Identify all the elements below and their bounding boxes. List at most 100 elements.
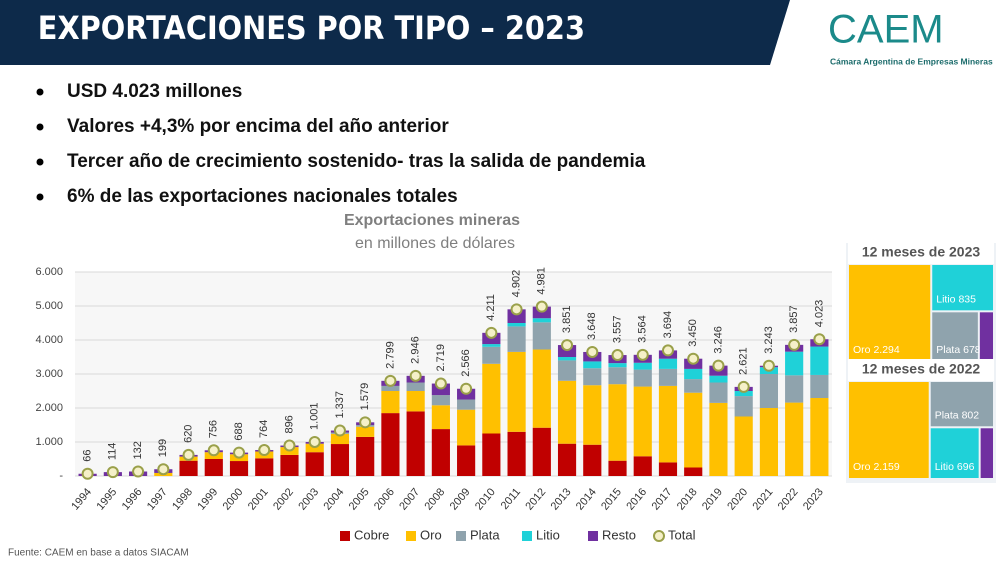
bar-segment <box>482 344 501 347</box>
bar-segment <box>381 413 400 476</box>
bar-segment <box>431 429 450 476</box>
bullet-text: USD 4.023 millones <box>67 81 242 102</box>
total-marker <box>258 444 271 457</box>
total-label: 3.564 <box>637 315 649 343</box>
total-marker <box>712 359 725 372</box>
bar-segment <box>759 408 779 476</box>
bullet-text: Tercer año de crecimiento sostenido- tra… <box>67 151 646 172</box>
total-marker <box>409 369 422 382</box>
x-tick-label: 2007 <box>397 486 422 512</box>
treemap-label: Plata 802 <box>935 409 980 421</box>
bar-segment <box>785 375 804 403</box>
treemap-header <box>848 359 994 381</box>
bar-segment <box>330 433 350 445</box>
x-tick-label: 1995 <box>94 486 119 512</box>
x-tick-label: 2015 <box>599 486 624 512</box>
bar-segment <box>557 443 577 476</box>
bar-segment <box>507 351 526 432</box>
total-marker <box>207 444 220 457</box>
x-tick-label: 2021 <box>751 486 776 512</box>
logo-subtitle: Cámara Argentina de Empresas Mineras <box>830 56 993 66</box>
bar-segment <box>431 395 450 406</box>
total-marker <box>561 339 574 352</box>
total-label: 3.694 <box>662 311 674 339</box>
bar-segment <box>709 375 728 383</box>
y-tick-label: 3.000 <box>35 368 63 380</box>
total-label: 3.557 <box>611 316 623 344</box>
total-label: 3.246 <box>712 326 724 354</box>
bar-segment <box>810 398 829 476</box>
total-marker <box>813 333 826 346</box>
bar-segment <box>482 433 501 476</box>
x-tick-label: 2004 <box>322 486 347 512</box>
x-tick-label: 2013 <box>549 486 574 512</box>
y-tick-label: - <box>59 470 63 482</box>
bar-segment <box>583 444 602 476</box>
legend-label: Cobre <box>354 527 389 542</box>
treemap-value: 678 <box>963 344 981 356</box>
total-label: 756 <box>208 420 220 438</box>
bar-segment <box>381 391 400 414</box>
bar-segment <box>709 382 728 403</box>
bar-segment <box>810 374 829 399</box>
x-tick-label: 1997 <box>145 486 170 512</box>
bar-segment <box>406 411 425 476</box>
x-tick-label: 2009 <box>448 486 473 512</box>
bullet-dot <box>36 123 44 131</box>
bar-segment <box>457 399 476 410</box>
treemap-value: 835 <box>958 293 976 305</box>
total-label: 199 <box>157 439 169 457</box>
bar-segment <box>482 346 501 364</box>
y-tick-label: 4.000 <box>35 334 63 346</box>
legend-label: Litio <box>536 527 560 542</box>
treemap-value: 802 <box>962 409 980 421</box>
bar-segment <box>608 384 627 461</box>
y-tick-label: 1.000 <box>35 436 63 448</box>
header-title: EXPORTACIONES POR TIPO – 2023 <box>38 11 585 48</box>
legend-swatch <box>588 531 598 541</box>
treemap-title: 12 meses de 2023 <box>862 244 981 260</box>
total-label: 4.211 <box>485 294 497 321</box>
total-marker <box>788 338 801 351</box>
bullet-dot <box>36 88 44 96</box>
total-marker <box>586 345 599 358</box>
bar-segment <box>381 385 400 391</box>
x-tick-label: 2002 <box>271 486 296 512</box>
total-marker <box>535 300 548 313</box>
total-marker <box>308 435 321 448</box>
total-label: 132 <box>132 441 144 459</box>
x-tick-label: 2018 <box>675 486 700 512</box>
treemap-header <box>848 242 994 264</box>
total-label: 2.566 <box>460 349 472 377</box>
bar-segment <box>684 392 703 468</box>
bar-segment <box>507 326 526 352</box>
treemap-tile <box>980 428 993 478</box>
total-marker <box>636 348 649 361</box>
total-label: 66 <box>82 450 94 462</box>
total-marker <box>737 380 750 393</box>
y-tick-label: 2.000 <box>35 402 63 414</box>
total-marker <box>687 352 700 365</box>
treemap-category: Litio <box>936 293 955 305</box>
total-marker <box>106 466 119 479</box>
treemap-category: Litio <box>935 461 954 473</box>
total-label: 1.337 <box>334 391 346 419</box>
treemap-label: Oro 2.294 <box>853 344 900 356</box>
legend-swatch <box>340 531 350 541</box>
bar-segment <box>406 382 425 391</box>
chart-subtitle: en millones de dólares <box>355 235 515 252</box>
bar-segment <box>633 386 652 457</box>
bar-segment <box>734 391 753 397</box>
bar-segment <box>532 318 551 323</box>
x-tick-label: 2019 <box>700 486 725 512</box>
treemap-title: 12 meses de 2022 <box>862 361 981 377</box>
bullet-text: 6% de las exportaciones nacionales total… <box>67 186 458 207</box>
bar-segment <box>785 402 804 476</box>
legend-marker <box>653 530 665 542</box>
bar-segment <box>583 361 602 369</box>
source: Fuente: CAEM en base a datos SIACAM <box>8 548 189 559</box>
y-tick-label: 6.000 <box>35 266 63 278</box>
bar-segment <box>633 362 652 370</box>
total-marker <box>333 424 346 437</box>
